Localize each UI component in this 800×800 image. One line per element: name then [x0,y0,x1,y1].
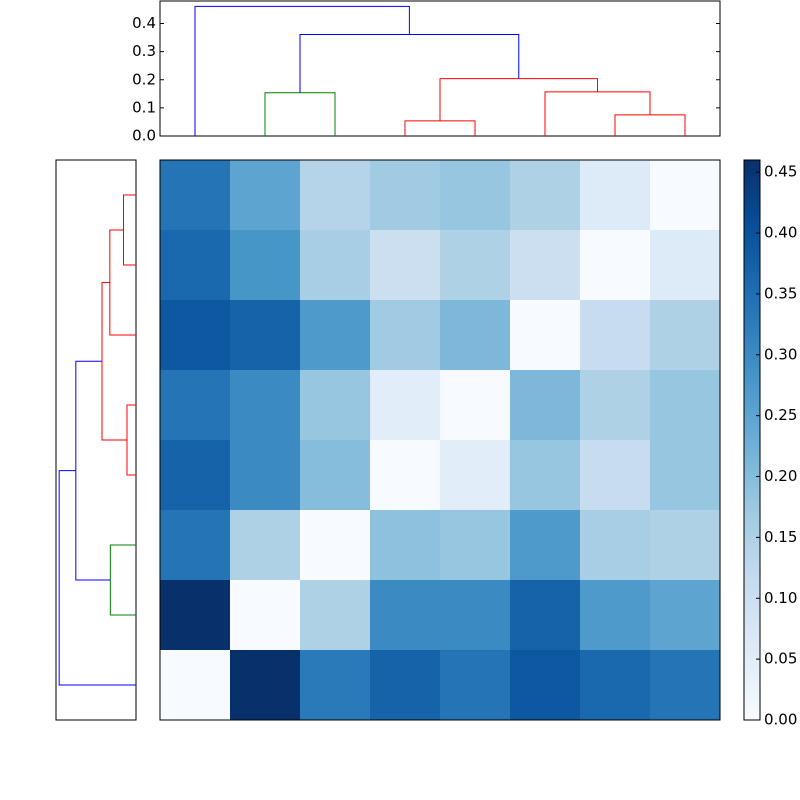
dendrogram-link [75,360,111,581]
heatmap-cell [370,300,440,370]
heatmap-cell [160,440,230,510]
heatmap-cell [650,510,720,580]
colorbar-tick-label: 0.00 [764,711,797,729]
dendrogram-link [109,544,136,616]
heatmap-cell [650,580,720,650]
colorbar [744,160,760,720]
heatmap-cell [580,580,650,650]
heatmap-cell [160,160,230,230]
heatmap-cell [370,370,440,440]
heatmap-cell [160,580,230,650]
heatmap-cell [580,230,650,300]
heatmap-cell [230,440,300,510]
heatmap-cell [370,650,440,720]
heatmap-cell [580,300,650,370]
colorbar-tick-label: 0.20 [764,467,797,485]
dendrogram-link [439,78,598,121]
heatmap-cell [230,370,300,440]
colorbar-tick-label: 0.10 [764,589,797,607]
heatmap-cell [160,300,230,370]
heatmap-cell [230,580,300,650]
heatmap-cell [370,230,440,300]
heatmap-cell [440,580,510,650]
heatmap-cell [300,580,370,650]
heatmap-cell [580,650,650,720]
colorbar-tick-label: 0.45 [764,163,797,181]
top-dendrogram-frame [159,0,721,137]
heatmap-cell [160,650,230,720]
heatmap-cell [510,160,580,230]
heatmap-cell [300,300,370,370]
heatmap-cell [300,650,370,720]
heatmap-cell [580,160,650,230]
heatmap-cell [510,510,580,580]
heatmap-cell [650,370,720,440]
heatmap-cell [370,440,440,510]
heatmap-cell [370,510,440,580]
heatmap-cell [300,510,370,580]
heatmap-cell [230,230,300,300]
dendrogram-link [123,194,136,266]
colorbar-tick-label: 0.25 [764,406,797,424]
dendrogram-link [544,91,651,136]
colorbar-tick-label: 0.05 [764,650,797,668]
y-tick-label: 0.2 [132,70,156,88]
heatmap-cell [510,300,580,370]
heatmap-cell [160,230,230,300]
heatmap-cell [650,650,720,720]
colorbar-tick-label: 0.35 [764,284,797,302]
heatmap-cell [650,300,720,370]
colorbar-tick-label: 0.40 [764,224,797,242]
heatmap-cell [580,440,650,510]
heatmap-cell [370,160,440,230]
heatmap-cell [510,230,580,300]
heatmap-cell [440,510,510,580]
dendrogram-link [299,33,520,93]
heatmap-cell [230,510,300,580]
dendrogram-link [264,92,336,136]
dendrogram-link [101,282,127,441]
heatmap-cell [300,160,370,230]
heatmap-cell [440,160,510,230]
heatmap-cell [650,230,720,300]
dendrogram-link [194,5,410,136]
colorbar-tick-label: 0.15 [764,528,797,546]
heatmap-cell [370,580,440,650]
heatmap-cell [580,510,650,580]
heatmap-cell [510,650,580,720]
y-tick-label: 0.4 [132,14,156,32]
dendrogram-link [126,404,136,476]
heatmap-cell [440,300,510,370]
heatmap-cell [300,230,370,300]
heatmap-cell [440,440,510,510]
heatmap-cell [300,440,370,510]
heatmap-cell [650,160,720,230]
dendrogram-link [58,470,136,686]
dendrogram-link [614,114,686,136]
heatmap-cell [440,650,510,720]
heatmap-cell [510,440,580,510]
colorbar-tick-label: 0.30 [764,345,797,363]
heatmap-cell [650,440,720,510]
colorbar-frame [743,159,761,721]
y-tick-label: 0.1 [132,98,156,116]
dendrogram-link [109,229,136,336]
heatmap-cell [160,510,230,580]
heatmap-cell [510,580,580,650]
heatmap-cell [230,300,300,370]
heatmap-cell [300,370,370,440]
heatmap-cell [580,370,650,440]
heatmap-frame [159,159,721,721]
dendrogram-link [404,120,476,136]
y-tick-label: 0.0 [132,127,156,145]
heatmap-cell [440,230,510,300]
heatmap-cell [230,160,300,230]
heatmap-cell [160,370,230,440]
heatmap-cell [510,370,580,440]
y-tick-label: 0.3 [132,42,156,60]
heatmap-cell [230,650,300,720]
left-dendrogram-frame [55,159,137,721]
heatmap-cell [440,370,510,440]
